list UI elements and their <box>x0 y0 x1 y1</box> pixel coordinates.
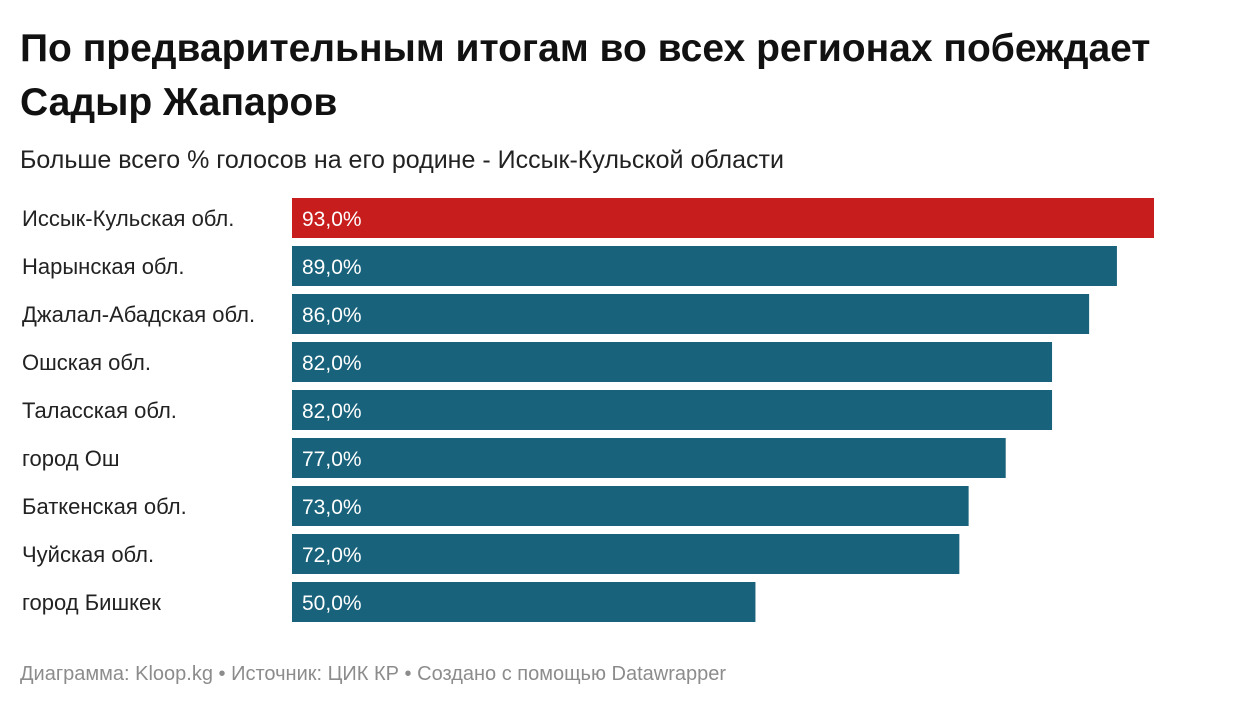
category-label: Чуйская обл. <box>22 542 154 567</box>
category-label: Таласская обл. <box>22 398 177 423</box>
bar-value-label: 82,0% <box>302 400 362 423</box>
footer-separator: • <box>218 663 226 685</box>
category-label: Джалал-Абадская обл. <box>22 302 255 327</box>
bar-value-label: 73,0% <box>302 496 362 519</box>
category-label: Ошская обл. <box>22 350 151 375</box>
category-label: Нарынская обл. <box>22 254 185 279</box>
chart-credit-label: Диаграмма: <box>20 663 130 685</box>
bar-value-label: 50,0% <box>302 592 362 615</box>
chart-subtitle: Больше всего % голосов на его родине - И… <box>20 146 784 174</box>
bar-row: город Ош 77,0% <box>22 438 1006 478</box>
bar-value-label: 72,0% <box>302 544 362 567</box>
bar <box>292 342 1053 382</box>
created-with-note: Создано с помощью Datawrapper <box>417 663 727 685</box>
bar-chart: Иссык-Кульская обл. 93,0% Нарынская обл. 89… <box>22 198 1154 622</box>
bar <box>292 246 1117 286</box>
bar <box>292 198 1154 238</box>
bar <box>292 486 969 526</box>
bar-value-label: 77,0% <box>302 448 362 471</box>
category-label: Баткенская обл. <box>22 494 187 519</box>
bar-row: Нарынская обл. 89,0% <box>22 246 1117 286</box>
source-label: Источник: <box>231 663 323 685</box>
bar-rows: Иссык-Кульская обл. 93,0% Нарынская обл. 89… <box>22 198 1154 622</box>
bar-row: Ошская обл. 82,0% <box>22 342 1053 382</box>
bar-value-label: 89,0% <box>302 256 362 279</box>
category-label: Иссык-Кульская обл. <box>22 206 234 231</box>
bar-row: Баткенская обл. 73,0% <box>22 486 969 526</box>
bar <box>292 582 756 622</box>
bar-value-label: 86,0% <box>302 304 362 327</box>
chart-footer: Диаграмма: Kloop.kg • Источник: ЦИК КР •… <box>20 660 726 688</box>
bar-value-label: 93,0% <box>302 208 362 231</box>
footer-separator: • <box>404 663 412 685</box>
bar <box>292 390 1053 430</box>
bar-row: Джалал-Абадская обл. 86,0% <box>22 294 1090 334</box>
bar <box>292 438 1006 478</box>
bar-row: Иссык-Кульская обл. 93,0% <box>22 198 1154 238</box>
bar-row: город Бишкек 50,0% <box>22 582 756 622</box>
chart-credit: Kloop.kg <box>135 663 213 685</box>
bar-row: Таласская обл. 82,0% <box>22 390 1053 430</box>
source-name: ЦИК КР <box>327 663 399 685</box>
category-label: город Бишкек <box>22 590 161 615</box>
category-label: город Ош <box>22 446 119 471</box>
bar-value-label: 82,0% <box>302 352 362 375</box>
bar <box>292 534 960 574</box>
bar-row: Чуйская обл. 72,0% <box>22 534 960 574</box>
chart-title: По предварительным итогам во всех регион… <box>20 27 1151 124</box>
bar <box>292 294 1090 334</box>
